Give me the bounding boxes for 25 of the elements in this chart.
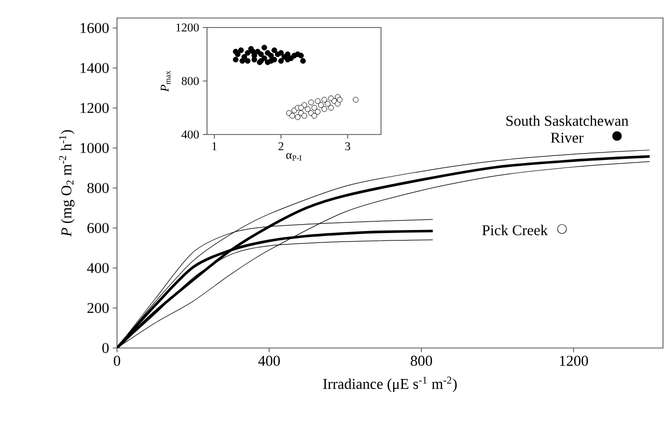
x-tick-label: 400: [258, 356, 280, 366]
text: South Saskatchewan River: [506, 115, 628, 143]
x-axis-title: Irradiance (μE s$^{-1}$ m$^{-2}$): [323, 376, 457, 392]
y-tick-label: 1200: [176, 23, 199, 32]
x-tick-label: 800: [410, 356, 432, 366]
legend-label: Pick Creek: [482, 224, 548, 236]
x-tick-label: 1200: [560, 356, 588, 366]
y-tick-label: 400: [87, 262, 109, 274]
y-tick-label: 800: [182, 76, 199, 86]
y-tick-label: 1400: [80, 62, 109, 74]
x-tick-label: 0: [114, 356, 120, 366]
y-tick-label: 1000: [80, 142, 109, 154]
x-tick-label: 3: [345, 142, 350, 150]
y-axis-title: P$_{max}$: [160, 70, 170, 92]
y-tick-label: 1600: [80, 22, 109, 34]
y-axis-title: P (mg O$_{2}$ m$^{-2}$ h$^{-1}$): [59, 130, 74, 237]
x-tick-label: 2: [278, 142, 284, 150]
y-tick-label: 600: [87, 222, 109, 234]
y-tick-label: 400: [182, 130, 199, 139]
y-tick-label: 0: [102, 342, 109, 354]
y-tick-label: 800: [87, 182, 109, 194]
y-tick-label: 200: [87, 302, 109, 314]
x-axis-title: α$_{P-I}$: [286, 153, 302, 161]
x-tick-label: 1: [212, 142, 217, 150]
y-tick-label: 1200: [80, 102, 109, 114]
